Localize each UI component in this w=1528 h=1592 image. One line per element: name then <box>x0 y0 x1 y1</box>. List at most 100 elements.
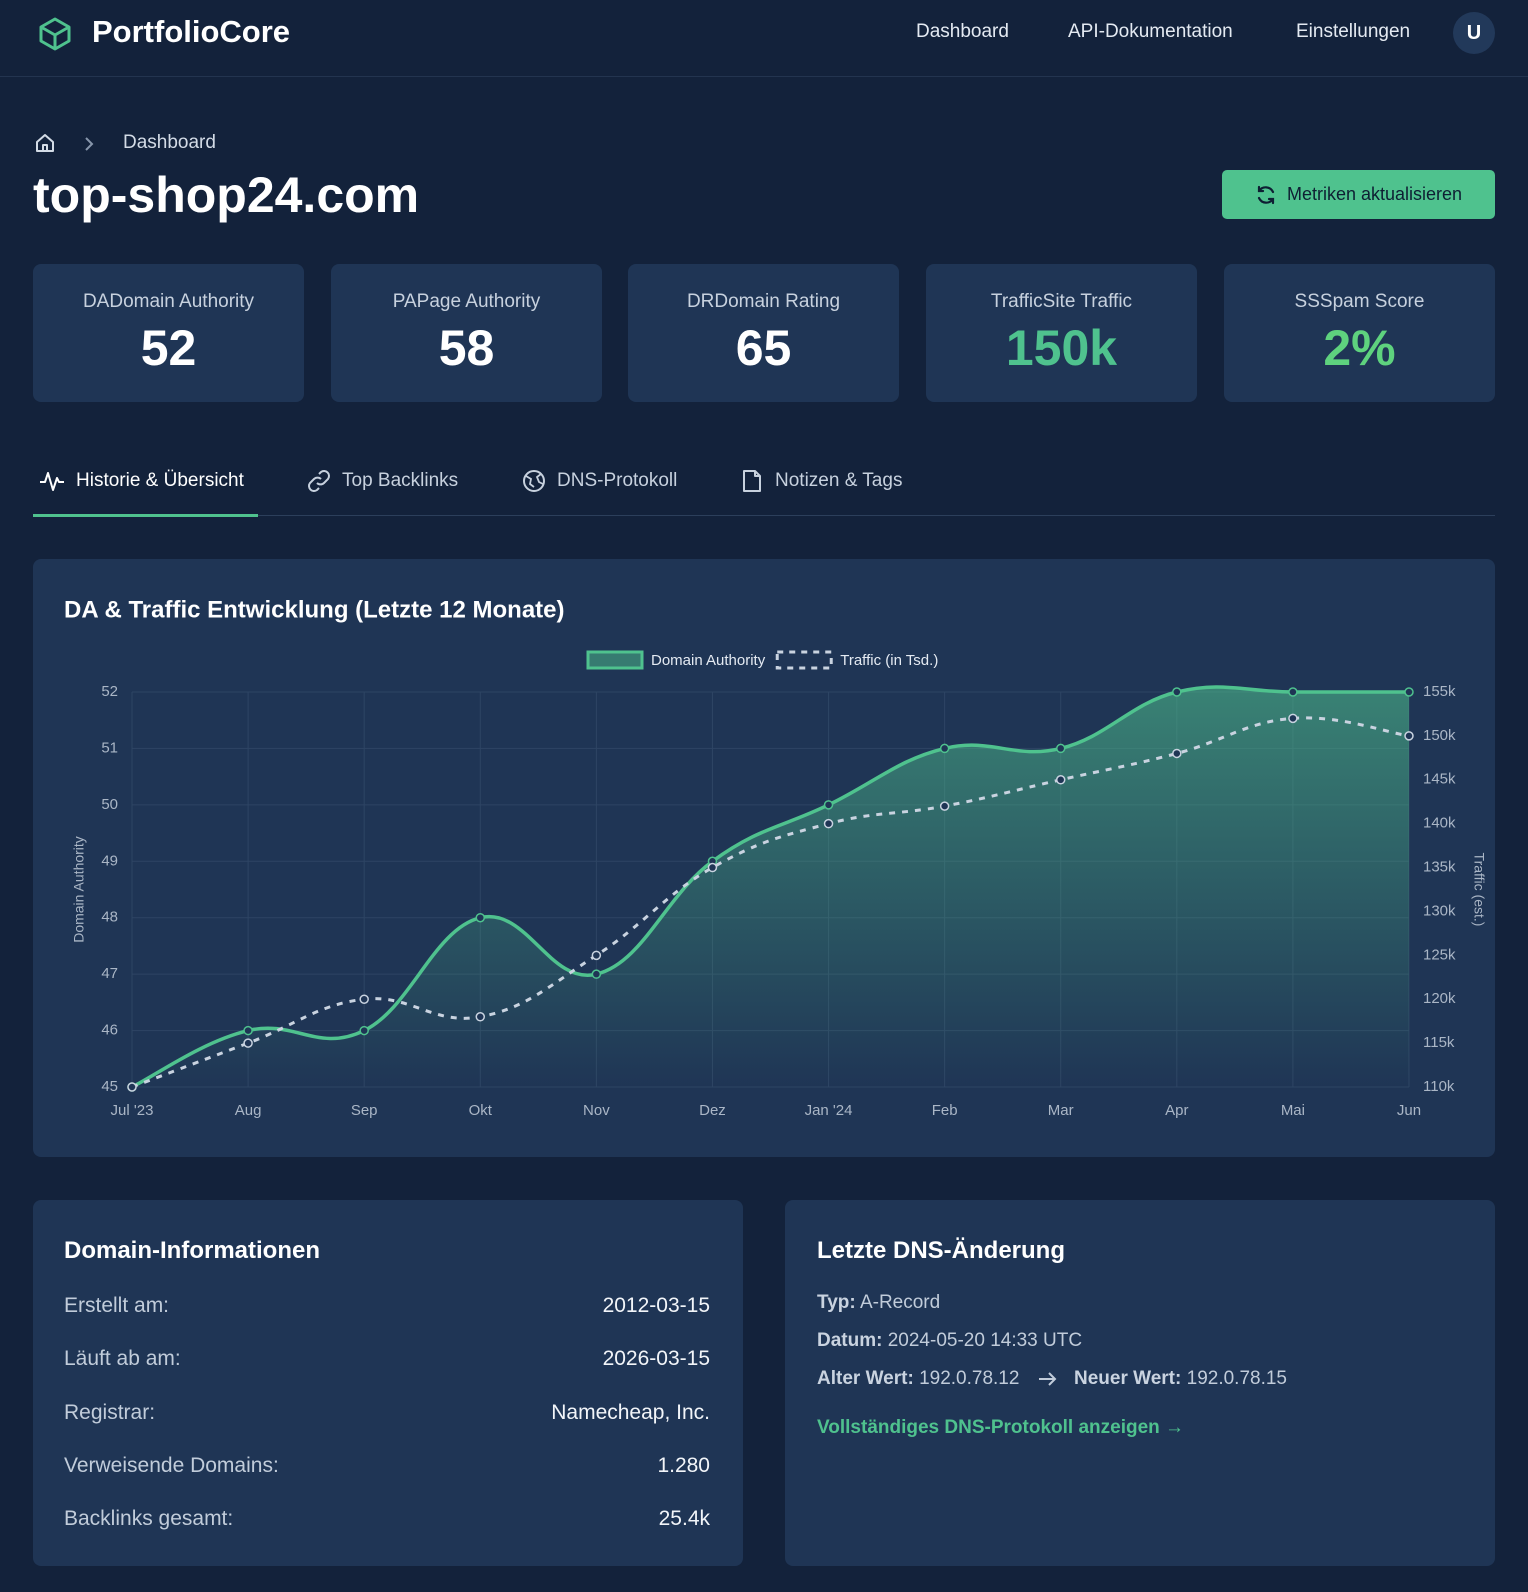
y2-axis-title: Traffic (est.) <box>1471 853 1487 927</box>
point <box>823 800 834 810</box>
point <box>823 818 834 829</box>
refresh-button[interactable]: Metriken aktualisieren <box>1222 170 1495 219</box>
brand[interactable]: PortfolioCore <box>92 14 291 49</box>
stat-value: 150k <box>1005 320 1118 376</box>
stat-label: DRDomain Rating <box>686 291 841 312</box>
stat-label: PAPage Authority <box>392 291 541 312</box>
point <box>475 1012 486 1022</box>
point <box>939 743 950 754</box>
card-title: Domain-Informationen <box>64 1237 320 1264</box>
stat-card: PAPage Authority 58 <box>331 264 602 402</box>
info-value: Namecheap, Inc. <box>551 1401 710 1424</box>
point <box>127 1082 137 1092</box>
info-row: Verweisende Domains: 1.280 <box>64 1454 710 1478</box>
stat-label: DADomain Authority <box>82 291 255 312</box>
y-tick-label: 45 <box>101 1078 118 1095</box>
tab[interactable]: Notizen & Tags <box>739 468 902 494</box>
dns-value: A-Record <box>859 1292 941 1313</box>
stat-card: DADomain Authority 52 <box>33 264 304 402</box>
x-tick-label: Okt <box>469 1102 493 1119</box>
tab-icon <box>743 470 761 492</box>
y2-tick-label: 140k <box>1423 815 1456 832</box>
home-icon[interactable] <box>34 133 56 153</box>
y2-tick-label: 155k <box>1423 683 1456 700</box>
logo-icon <box>39 17 71 51</box>
info-key: Läuft ab am: <box>64 1347 181 1370</box>
top-nav: PortfolioCore Dashboard API-Dokumentatio… <box>0 0 1528 77</box>
refresh-icon <box>1257 185 1275 204</box>
card-title: Letzte DNS-Änderung <box>817 1237 1065 1264</box>
y2-tick-label: 150k <box>1423 727 1456 744</box>
legend-label: Traffic (in Tsd.) <box>840 652 938 669</box>
info-value: 1.280 <box>657 1454 710 1477</box>
breadcrumb-current: Dashboard <box>123 132 216 153</box>
point <box>1288 713 1298 724</box>
x-tick-label: Apr <box>1165 1102 1188 1119</box>
tab-icon <box>523 470 545 492</box>
point <box>243 1025 253 1036</box>
avatar[interactable]: U <box>1453 12 1495 54</box>
dns-card: Letzte DNS-Änderung Typ: A-Record Datum:… <box>785 1200 1495 1566</box>
stat-label: TrafficSite Traffic <box>990 291 1133 312</box>
tab[interactable]: Top Backlinks <box>306 468 458 494</box>
active-tab-indicator <box>33 514 258 517</box>
legend: Domain Authority Traffic (in Tsd.) <box>586 650 938 670</box>
point <box>1404 731 1414 741</box>
info-row: Erstellt am: 2012-03-15 <box>64 1294 710 1318</box>
y-tick-label: 47 <box>101 965 118 982</box>
y-tick-label: 52 <box>101 683 118 700</box>
dns-line: Typ: A-Record <box>817 1292 940 1314</box>
point <box>1172 687 1182 697</box>
nav-link[interactable]: Einstellungen <box>1296 21 1411 42</box>
y2-tick-label: 120k <box>1423 990 1456 1007</box>
point <box>939 801 950 811</box>
tab[interactable]: Historie & Übersicht <box>38 468 244 494</box>
chart-card: DA & Traffic Entwicklung (Letzte 12 Mona… <box>33 559 1495 1157</box>
info-row: Läuft ab am: 2026-03-15 <box>64 1347 710 1371</box>
domain-info-card: Domain-Informationen Erstellt am: 2012-03… <box>33 1200 743 1566</box>
tab-icon <box>308 470 330 492</box>
y-tick-label: 48 <box>101 909 118 926</box>
legend-swatch <box>586 650 644 670</box>
x-tick-label: Nov <box>583 1102 610 1119</box>
legend-label: Domain Authority <box>651 652 766 669</box>
info-row: Registrar: Namecheap, Inc. <box>64 1401 710 1425</box>
point <box>1055 775 1066 785</box>
tab[interactable]: DNS-Protokoll <box>521 468 677 494</box>
breadcrumb-separator <box>85 137 94 151</box>
info-key: Registrar: <box>64 1401 156 1424</box>
info-value: 2026-03-15 <box>602 1347 710 1370</box>
tab-label: Notizen & Tags <box>775 470 903 491</box>
nav-link[interactable]: API-Dokumentation <box>1068 21 1233 42</box>
x-tick-label: Feb <box>932 1102 958 1119</box>
y2-tick-label: 125k <box>1423 946 1456 963</box>
tab-label: Historie & Übersicht <box>76 470 244 491</box>
x-tick-label: Sep <box>351 1102 378 1119</box>
button-label: Metriken aktualisieren <box>1286 184 1463 204</box>
chart: DA & Traffic Entwicklung (Letzte 12 Mona… <box>64 596 1487 1119</box>
point <box>359 1025 369 1036</box>
y-axis-title: Domain Authority <box>71 836 87 943</box>
dns-key: Neuer Wert: <box>1074 1368 1182 1389</box>
stat-card: SSSpam Score 2% <box>1224 264 1495 402</box>
info-value: 2012-03-15 <box>602 1294 710 1317</box>
nav-link[interactable]: Dashboard <box>916 21 1009 42</box>
dns-log-link[interactable]: Vollständiges DNS-Protokoll anzeigen → <box>817 1417 1185 1438</box>
y2-tick-label: 145k <box>1423 771 1456 788</box>
page-title: top-shop24.com <box>33 167 420 223</box>
y2-tick-label: 110k <box>1423 1078 1455 1095</box>
line <box>131 716 1410 1089</box>
stat-value: 52 <box>140 320 197 376</box>
dns-line: Datum: 2024-05-20 14:33 UTC <box>817 1330 1082 1352</box>
dns-value: 192.0.78.15 <box>1186 1368 1287 1389</box>
point <box>1404 687 1414 697</box>
arrow-icon <box>1038 1372 1057 1386</box>
dns-key: Datum: <box>817 1330 883 1351</box>
x-tick-label: Dez <box>699 1102 726 1119</box>
y2-tick-label: 135k <box>1423 859 1456 876</box>
point <box>591 969 602 979</box>
info-key: Verweisende Domains: <box>64 1454 279 1477</box>
tab-label: Top Backlinks <box>342 470 459 491</box>
stat-value: 2% <box>1323 320 1396 376</box>
